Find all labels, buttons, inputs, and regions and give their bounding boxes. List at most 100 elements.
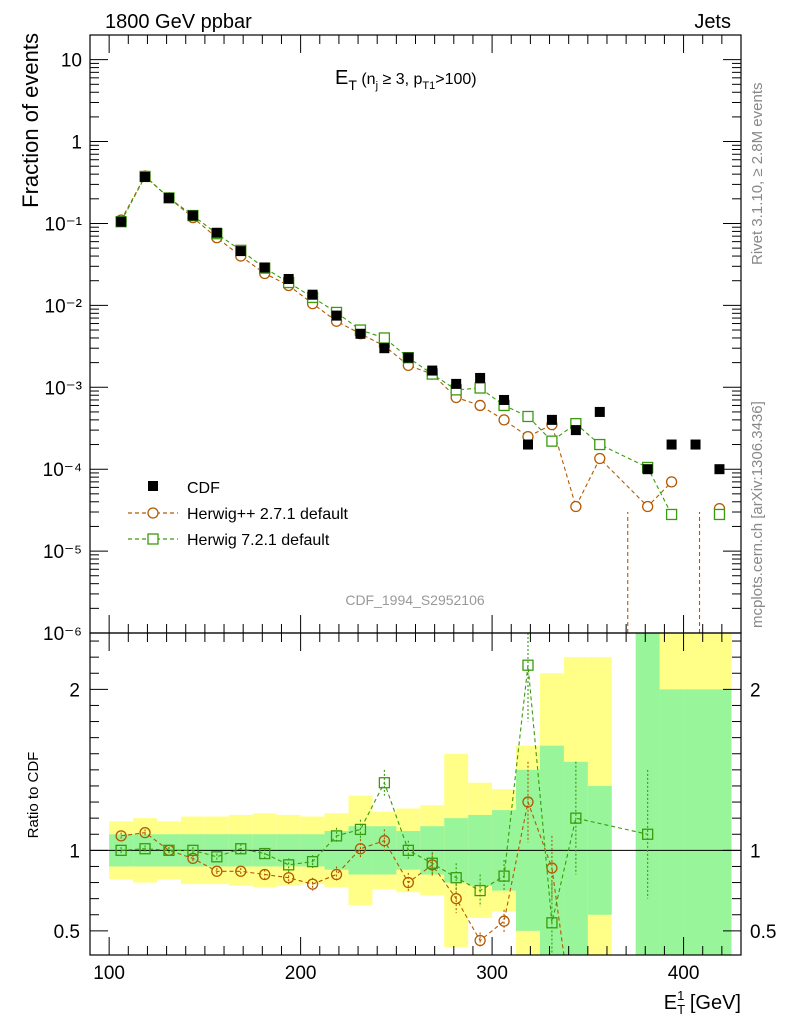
legend-herwig7-label: Herwig 7.2.1 default: [187, 532, 330, 549]
main-line-herwigpp: [120, 175, 672, 509]
band-inner: [683, 689, 708, 955]
ratio-point-herwig7: [354, 823, 367, 836]
ratio-ylabel: Ratio to CDF: [25, 752, 42, 839]
ratio-point-herwig7: [187, 844, 199, 856]
cdf-point: [427, 365, 438, 376]
header-left: 1800 GeV ppbar: [105, 11, 252, 33]
cdf-point: [714, 464, 725, 475]
main-point-herwig7: [378, 332, 391, 344]
cdf-point: [522, 439, 533, 450]
ratio-point-herwigpp: [211, 865, 223, 877]
ratio-point-herwig7: [522, 659, 534, 671]
main-ytick-label: 10⁻⁶: [43, 624, 82, 645]
ratio-point-herwigpp: [330, 868, 343, 881]
ratio-point-herwig7: [546, 917, 558, 929]
ratio-point-herwig7: [235, 843, 247, 855]
cdf-point: [259, 262, 270, 273]
band-inner: [659, 689, 684, 955]
x-tick-label: 300: [476, 963, 508, 984]
cdf-point: [475, 372, 486, 383]
cdf-point: [163, 192, 174, 203]
main-ytick-label: 1: [71, 133, 82, 154]
main-plot: [115, 170, 726, 633]
cdf-point: [116, 216, 127, 227]
cdf-point: [570, 425, 581, 436]
ratio-plot: [90, 633, 741, 956]
cdf-point: [211, 227, 222, 238]
cdf-point: [642, 464, 653, 475]
cdf-point: [187, 210, 198, 221]
legend-herwigpp-label: Herwig++ 2.7.1 default: [187, 506, 349, 523]
ratio-point-herwig7: [402, 844, 414, 856]
legend-cdf-label: CDF: [187, 480, 220, 497]
legend-herwigpp-marker: [147, 507, 159, 519]
analysis-tag: CDF_1994_S2952106: [345, 592, 485, 608]
cdf-point: [546, 414, 557, 425]
cdf-point: [594, 406, 605, 417]
legend-herwig7-marker: [147, 533, 159, 545]
cdf-point: [451, 378, 462, 389]
cdf-point: [307, 289, 318, 300]
main-ytick-label: 10⁻³: [45, 378, 83, 399]
plot-title: ET (nj ≥ 3, pT1>100): [335, 67, 477, 93]
main-ytick-label: 10⁻¹: [45, 214, 83, 235]
ratio-point-herwigpp: [235, 865, 247, 877]
ratio-dropout-herwigpp: [551, 867, 565, 956]
x-tick-label: 200: [285, 963, 317, 984]
ratio-point-herwig7: [330, 830, 343, 842]
cdf-point: [499, 394, 510, 405]
ratio-point-herwig7: [642, 828, 654, 840]
ratio-point-herwigpp: [498, 915, 510, 927]
main-point-herwigpp: [642, 500, 654, 513]
main-point-herwigpp: [498, 414, 510, 426]
header-right: Jets: [694, 11, 731, 33]
cdf-point: [379, 343, 390, 354]
cdf-point: [331, 310, 342, 321]
main-point-herwigpp: [665, 476, 678, 488]
ratio-point-herwig7: [426, 857, 438, 869]
main-ytick-label: 10⁻⁴: [43, 460, 82, 481]
mcplots-label: mcplots.cern.ch [arXiv:1306.3436]: [749, 401, 766, 628]
ratio-ytick-label: 2: [69, 680, 80, 701]
main-point-herwig7: [713, 508, 726, 521]
ratio-point-herwig7: [378, 777, 391, 789]
x-axis-title: ET1 [GeV]: [664, 988, 741, 1017]
ratio-point-herwigpp: [354, 843, 367, 855]
ratio-point-herwigpp: [259, 868, 271, 881]
axes: 10 1 10⁻¹ 10⁻² 10⁻³ 10⁻⁴ 10⁻⁵ 10⁻⁶ 100 200 300 400 0…: [43, 34, 776, 984]
cdf-point: [403, 352, 414, 363]
legend: CDF Herwig++ 2.7.1 default Herwig 7.2.1 …: [128, 480, 349, 549]
ratio-point-herwig7: [306, 855, 319, 868]
ratio-point-herwig7: [498, 870, 510, 882]
ratio-ytick-label: 0.5: [54, 922, 80, 943]
rivet-label: Rivet 3.1.10, ≥ 2.8M events: [749, 83, 766, 266]
ratio-point-herwig7: [283, 859, 295, 871]
main-point-herwigpp: [570, 500, 582, 513]
ratio-point-herwigpp: [115, 830, 127, 842]
ratio-uncertainty-bands: [109, 633, 732, 955]
ratio-point-herwigpp: [474, 934, 486, 947]
ratio-point-herwigpp: [283, 872, 295, 884]
ratio-point-herwig7: [115, 844, 127, 856]
cdf-point: [666, 439, 677, 450]
main-ylabel: Fraction of events: [18, 33, 43, 208]
main-ytick-label: 10: [61, 51, 82, 72]
main-point-herwigpp: [474, 399, 486, 412]
ratio-point-herwigpp: [378, 835, 391, 847]
ratio-ytick-label: 0.5: [750, 922, 776, 943]
ratio-point-herwigpp: [546, 862, 558, 874]
ratio-line-herwig7: [121, 665, 648, 923]
ratio-point-herwigpp: [306, 878, 319, 890]
ratio-ytick-label: 2: [750, 680, 761, 701]
cdf-point: [690, 439, 701, 450]
ratio-ytick-label: 1: [69, 841, 80, 862]
main-ytick-label: 10⁻⁵: [43, 542, 82, 563]
cdf-point: [235, 246, 246, 257]
ratio-point-herwigpp: [522, 796, 534, 808]
x-tick-label: 100: [93, 963, 125, 984]
main-point-herwig7: [594, 438, 606, 451]
main-point-herwig7: [546, 435, 558, 447]
ratio-point-herwig7: [570, 812, 582, 824]
ratio-point-herwig7: [139, 843, 151, 855]
